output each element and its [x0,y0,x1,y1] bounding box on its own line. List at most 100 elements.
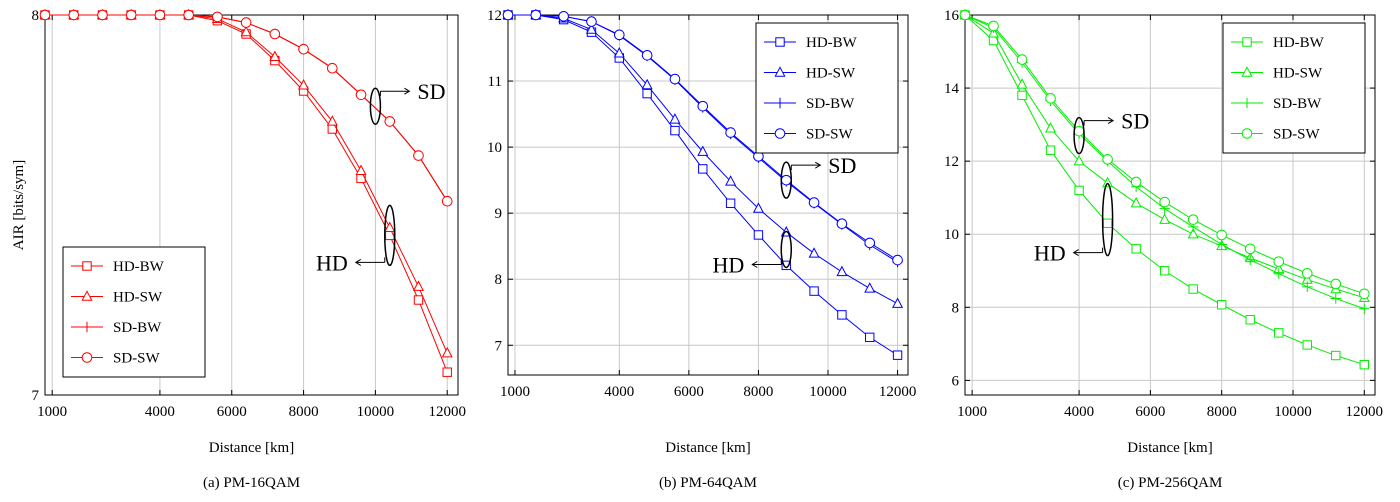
data-point [441,195,453,207]
legend-marker [81,321,93,333]
legend: HD-BW HD-SW SD-BW SD-SW [62,246,206,378]
x-axis-label: Distance [km] [209,440,294,456]
data-point [1045,121,1057,133]
legend-item-sd-bw: SD-BW [1231,96,1322,112]
chart-pm64qam: 1000 4000 6000 8000 10000 12000 7 8 9 10 11 12 Dista… [487,8,916,491]
data-point [669,113,681,124]
legend-label: HD-BW [806,35,858,51]
x-tick-label: 12000 [1346,404,1384,420]
data-point [1273,268,1284,279]
y-tick-label: 9 [495,206,503,222]
annotation-arrow-head [404,87,411,95]
data-point [1102,154,1113,165]
annotation-label: HD [316,250,348,275]
data-point [183,9,194,21]
annotation-arrow-head [815,161,822,169]
y-tick-label: 7 [495,338,503,354]
y-tick-label: 8 [32,8,40,24]
data-point [1017,90,1027,101]
data-point [39,9,51,21]
x-axis-label: Distance [km] [1127,440,1212,456]
data-point [808,247,820,258]
y-tick-label: 10 [487,140,502,156]
data-point [356,173,366,184]
data-point [327,62,338,74]
data-point [837,310,847,320]
data-point [1216,300,1227,310]
data-point [892,297,904,308]
annotation-ellipse [1073,116,1085,155]
legend-marker [774,66,786,77]
legend-item-sd-sw: SD-SW [71,351,161,367]
annotation-label: SD [1121,109,1149,134]
data-point [959,9,971,21]
chart-pm16qam: 1000 4000 6000 8000 10000 12000 7 8 Distance [km… [32,8,466,491]
y-tick-label: 11 [488,74,502,90]
data-point [988,20,999,32]
data-point [1073,154,1085,166]
annotation-sd: SD [780,153,856,199]
legend-label: HD-SW [806,66,856,82]
annotation-label: SD [828,153,856,178]
data-point [836,265,848,277]
legend-marker [774,128,786,139]
data-point [326,115,338,126]
legend-label: HD-BW [113,259,165,275]
series-line [45,14,448,202]
legend-marker [774,97,786,109]
data-point [240,25,252,37]
data-point [1359,359,1370,370]
x-tick-label: 8000 [289,404,319,420]
data-point [614,29,625,41]
x-tick-label: 1000 [37,404,67,420]
data-point [558,11,569,22]
annotation-arrow-head [1072,249,1079,257]
data-point [864,282,876,293]
data-point [530,9,542,21]
data-point [1301,268,1313,279]
legend-marker [82,261,92,271]
data-point [670,125,680,136]
y-tick-label: 14 [944,81,960,97]
legend-marker [1242,37,1252,47]
legend-marker [81,352,93,363]
annotation-ellipse [1101,182,1114,257]
data-point [355,89,367,101]
data-point [1245,315,1255,325]
series-sd-sw [502,9,903,266]
annotation-hd: HD [712,230,793,277]
annotation-sd: SD [369,79,446,125]
x-tick-label: 6000 [674,384,704,400]
data-point [808,197,820,208]
legend-label: HD-BW [1273,35,1325,51]
data-point [1102,218,1113,228]
data-point [642,88,652,99]
legend: HD-BW HD-SW SD-BW SD-SW [755,22,899,154]
data-point [1216,229,1227,241]
data-point [1273,256,1285,267]
x-tick-label: 4000 [145,404,175,420]
data-point [413,150,424,161]
y-tick-label: 12 [944,154,959,170]
annotation-label: HD [1034,241,1066,266]
legend-label: SD-SW [1273,127,1321,143]
data-point [1359,303,1370,314]
y-tick-label: 7 [32,388,40,404]
data-point [865,332,875,343]
data-point [1131,244,1141,254]
data-point [1074,185,1084,196]
data-point [1159,196,1170,208]
figure-caption: (a) PM-16QAM [203,475,300,491]
data-point [1130,176,1142,188]
data-point [1130,196,1142,208]
annotation-arrow-head [354,258,362,266]
x-tick-label: 4000 [604,384,634,400]
data-point [240,17,252,28]
y-tick-label: 8 [495,272,503,288]
data-point [298,79,310,90]
series-line [45,14,448,202]
annotation-ellipse [384,204,396,267]
data-point [212,11,223,23]
data-point [412,280,425,291]
